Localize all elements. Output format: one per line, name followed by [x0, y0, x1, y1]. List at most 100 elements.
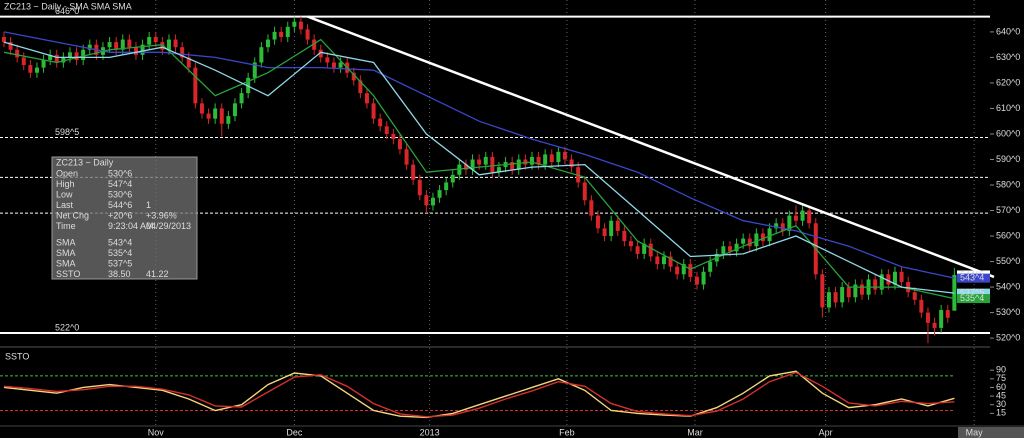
- stoch-line: [3, 371, 955, 418]
- candle-body: [41, 59, 46, 68]
- info-value: 544^6: [108, 200, 132, 210]
- candle-body: [1, 37, 6, 43]
- x-tick-label: Feb: [559, 427, 575, 437]
- candle-body: [272, 31, 277, 40]
- candle-body: [727, 246, 732, 252]
- candle-body: [219, 108, 224, 124]
- candle-body: [543, 154, 548, 165]
- info-value: 530^6: [108, 189, 132, 199]
- y-tick-label: 540^0: [996, 281, 1020, 291]
- price-tag: [957, 288, 990, 298]
- candle-body: [925, 312, 930, 323]
- info-value: 38.50: [108, 269, 131, 279]
- candle-body: [312, 39, 317, 50]
- candle-body: [622, 230, 627, 242]
- info-box: [51, 156, 198, 280]
- y-tick-label: 590^0: [996, 154, 1020, 164]
- candle-body: [496, 167, 501, 173]
- info-label: Last: [56, 200, 74, 210]
- candle-body: [437, 190, 442, 198]
- candle-body: [331, 62, 336, 68]
- candle-body: [114, 42, 119, 50]
- candle-body: [516, 159, 521, 170]
- candle-body: [899, 271, 904, 282]
- candle-body: [463, 164, 468, 170]
- candle-body: [760, 233, 765, 242]
- level-label: 598^5: [55, 127, 79, 137]
- candle-body: [444, 182, 449, 191]
- candle-body: [318, 49, 323, 58]
- y-tick-label: 600^0: [996, 128, 1020, 138]
- candle-body: [912, 292, 917, 300]
- candle-body: [305, 29, 310, 40]
- y-tick-label: 560^0: [996, 230, 1020, 240]
- y-tick-label: 610^0: [996, 103, 1020, 113]
- candle-body: [879, 274, 884, 290]
- y-tick-label: 550^0: [996, 256, 1020, 266]
- candle-body: [371, 103, 376, 119]
- candle-body: [417, 179, 422, 196]
- candle-body: [358, 80, 363, 94]
- candle-body: [279, 31, 284, 38]
- candle-body: [787, 215, 792, 231]
- candle-body: [675, 266, 680, 275]
- sma-line: [3, 41, 955, 294]
- candle-body: [939, 310, 944, 328]
- info-label: SSTO: [56, 269, 80, 279]
- candle-body: [81, 49, 86, 60]
- candle-body: [285, 26, 290, 38]
- candle-body: [859, 284, 864, 295]
- candle-body: [642, 243, 647, 254]
- sma-line: [3, 38, 955, 300]
- candle-body: [628, 241, 633, 247]
- candle-body: [602, 228, 607, 237]
- price-tag-label: 543^4: [960, 273, 984, 283]
- candle-body: [569, 159, 574, 168]
- candle-body: [259, 47, 264, 63]
- y-tick-label: 45: [996, 390, 1006, 400]
- candle-body: [430, 197, 435, 206]
- candle-body: [655, 256, 660, 265]
- candle-body: [61, 57, 66, 63]
- info-value: 537^5: [108, 258, 132, 268]
- candle-body: [265, 39, 270, 48]
- info-title: ZC213 ~ Daily: [56, 157, 114, 167]
- candle-body: [404, 149, 409, 165]
- candle-body: [140, 44, 145, 55]
- candle-body: [615, 220, 620, 231]
- candle-body: [483, 156, 488, 165]
- candle-body: [378, 118, 383, 127]
- candle-body: [490, 156, 495, 173]
- candle-body: [239, 93, 244, 104]
- y-tick-label: 570^0: [996, 205, 1020, 215]
- x-tick-label: May: [966, 427, 984, 437]
- candle-body: [589, 200, 594, 216]
- y-tick-label: 75: [996, 373, 1006, 383]
- x-tick-label: Mar: [687, 427, 703, 437]
- candle-body: [529, 156, 534, 165]
- candle-body: [166, 39, 171, 50]
- x-tick-label: Nov: [148, 427, 165, 437]
- candle-body: [252, 62, 257, 78]
- candle-body: [107, 42, 112, 48]
- candle-body: [767, 228, 772, 242]
- candle-body: [213, 108, 218, 119]
- candle-body: [325, 57, 330, 63]
- candle-body: [292, 21, 297, 27]
- price-tag-label: 535^4: [960, 293, 984, 303]
- candle-body: [562, 151, 567, 160]
- y-tick-label: 620^0: [996, 77, 1020, 87]
- x-tick-label: 2013: [420, 427, 440, 437]
- candle-body: [384, 126, 389, 134]
- info-value: 9:23:04 AM: [108, 221, 154, 231]
- candle-body: [800, 210, 805, 221]
- info-value: 547^4: [108, 179, 132, 189]
- candle-body: [754, 233, 759, 247]
- panel-title: SSTO: [5, 351, 29, 361]
- info-label: SMA: [56, 258, 76, 268]
- candle-body: [298, 21, 303, 30]
- candle-body: [741, 238, 746, 244]
- info-label: Net Chg: [56, 210, 89, 220]
- candle-body: [945, 310, 950, 318]
